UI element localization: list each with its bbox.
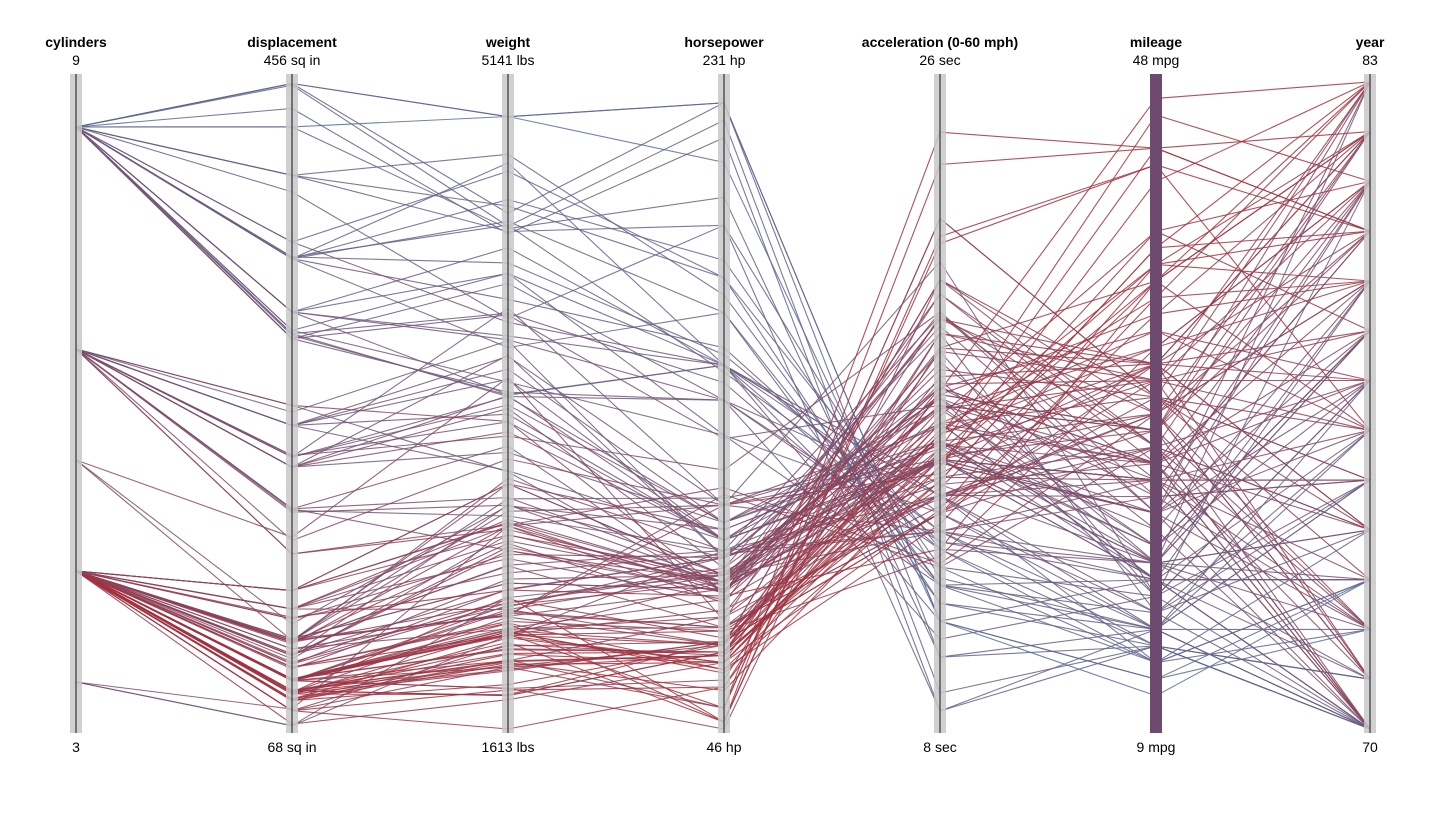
axes: cylinders 9 3 displacement 456 sq in 68 … <box>45 34 1385 755</box>
axis-min-displacement: 68 sq in <box>267 739 316 755</box>
axis-max-horsepower: 231 hp <box>703 52 746 68</box>
axis-cylinders[interactable]: cylinders 9 3 <box>45 34 107 755</box>
axis-max-mileage: 48 mpg <box>1133 52 1180 68</box>
axis-weight[interactable]: weight 5141 lbs 1613 lbs <box>482 34 535 755</box>
axis-displacement[interactable]: displacement 456 sq in 68 sq in <box>247 34 337 755</box>
axis-title-displacement: displacement <box>247 34 337 50</box>
axis-title-weight: weight <box>485 34 531 50</box>
axis-max-weight: 5141 lbs <box>482 52 535 68</box>
axis-max-year: 83 <box>1362 52 1378 68</box>
axis-horsepower[interactable]: horsepower 231 hp 46 hp <box>684 34 764 755</box>
axis-max-displacement: 456 sq in <box>264 52 321 68</box>
axis-title-cylinders: cylinders <box>45 34 107 50</box>
axis-max-acceleration: 26 sec <box>919 52 960 68</box>
axis-max-cylinders: 9 <box>72 52 80 68</box>
axis-year[interactable]: year 83 70 <box>1356 34 1385 755</box>
axis-min-acceleration: 8 sec <box>923 739 956 755</box>
axis-min-weight: 1613 lbs <box>482 739 535 755</box>
axis-brush-mileage[interactable] <box>1150 74 1162 733</box>
axis-title-acceleration: acceleration (0-60 mph) <box>862 34 1018 50</box>
axis-min-year: 70 <box>1362 739 1378 755</box>
axis-title-year: year <box>1356 34 1385 50</box>
axis-min-cylinders: 3 <box>72 739 80 755</box>
axis-mileage[interactable]: mileage 48 mpg 9 mpg <box>1130 34 1182 755</box>
axis-title-mileage: mileage <box>1130 34 1182 50</box>
axis-min-mileage: 9 mpg <box>1137 739 1176 755</box>
axis-min-horsepower: 46 hp <box>706 739 741 755</box>
axis-acceleration[interactable]: acceleration (0-60 mph) 26 sec 8 sec <box>862 34 1018 755</box>
axis-title-horsepower: horsepower <box>684 34 764 50</box>
